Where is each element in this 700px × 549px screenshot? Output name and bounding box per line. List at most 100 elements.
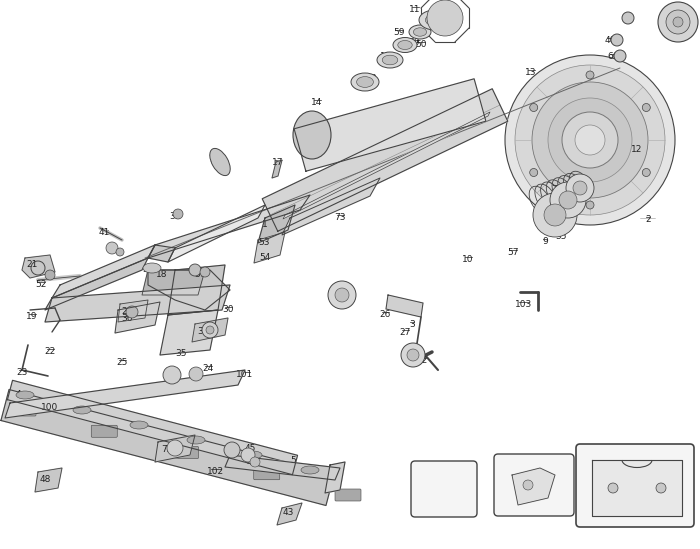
Polygon shape <box>512 468 555 505</box>
Circle shape <box>200 267 210 277</box>
Circle shape <box>523 480 533 490</box>
Circle shape <box>586 71 594 79</box>
Text: 14: 14 <box>312 98 323 107</box>
Circle shape <box>533 193 577 237</box>
Ellipse shape <box>143 263 161 273</box>
Circle shape <box>586 201 594 209</box>
Text: 15: 15 <box>380 52 392 61</box>
Circle shape <box>614 50 626 62</box>
Text: 51: 51 <box>142 265 154 274</box>
Polygon shape <box>592 460 682 516</box>
Text: 8: 8 <box>603 170 609 179</box>
Text: 59: 59 <box>393 28 405 37</box>
FancyBboxPatch shape <box>335 489 361 501</box>
Circle shape <box>106 242 118 254</box>
Polygon shape <box>277 503 302 525</box>
Circle shape <box>407 349 419 361</box>
Ellipse shape <box>301 466 319 474</box>
Polygon shape <box>258 205 295 243</box>
Circle shape <box>241 448 255 462</box>
Text: 5: 5 <box>290 456 296 465</box>
Polygon shape <box>8 380 298 475</box>
Ellipse shape <box>16 391 34 399</box>
Text: 49: 49 <box>246 458 258 467</box>
Text: 48: 48 <box>39 475 50 484</box>
Polygon shape <box>160 310 218 355</box>
Text: 21: 21 <box>27 260 38 269</box>
Text: 101: 101 <box>237 370 253 379</box>
Circle shape <box>224 442 240 458</box>
Ellipse shape <box>414 28 426 36</box>
Text: 35: 35 <box>175 349 187 358</box>
Circle shape <box>673 17 683 27</box>
Ellipse shape <box>356 77 373 87</box>
Polygon shape <box>155 435 195 462</box>
Polygon shape <box>283 112 490 219</box>
Ellipse shape <box>426 14 444 26</box>
FancyBboxPatch shape <box>576 444 694 527</box>
Text: 4: 4 <box>15 390 21 399</box>
Circle shape <box>643 104 650 111</box>
Text: 1: 1 <box>262 220 268 229</box>
Circle shape <box>328 281 356 309</box>
Circle shape <box>401 343 425 367</box>
Circle shape <box>335 288 349 302</box>
Circle shape <box>611 34 623 46</box>
Text: 102: 102 <box>207 467 225 476</box>
Text: 3: 3 <box>409 320 415 329</box>
Text: 100: 100 <box>41 403 59 412</box>
Ellipse shape <box>393 37 417 53</box>
FancyBboxPatch shape <box>172 446 199 458</box>
Text: 800: 800 <box>431 462 449 471</box>
Polygon shape <box>35 468 62 492</box>
Circle shape <box>505 55 675 225</box>
Text: 10: 10 <box>462 255 474 264</box>
Polygon shape <box>22 255 55 278</box>
Text: 57: 57 <box>508 248 519 257</box>
Polygon shape <box>272 160 282 178</box>
Text: 50: 50 <box>415 40 427 49</box>
Circle shape <box>189 264 201 276</box>
Text: 103: 103 <box>515 300 533 309</box>
Circle shape <box>250 457 260 467</box>
Circle shape <box>559 191 577 209</box>
Circle shape <box>566 174 594 202</box>
Text: 9: 9 <box>542 237 548 246</box>
Text: 16: 16 <box>303 130 315 139</box>
Polygon shape <box>142 270 205 295</box>
Text: 36: 36 <box>121 314 133 323</box>
Text: 39: 39 <box>678 10 690 19</box>
Ellipse shape <box>419 10 451 30</box>
Circle shape <box>45 270 55 280</box>
Text: 20: 20 <box>121 307 133 316</box>
FancyBboxPatch shape <box>253 468 280 480</box>
Text: 66: 66 <box>608 52 619 61</box>
Polygon shape <box>192 318 228 342</box>
Text: 13: 13 <box>525 68 537 77</box>
Text: 23: 23 <box>16 368 28 377</box>
Ellipse shape <box>398 41 412 49</box>
Text: 42: 42 <box>416 356 428 365</box>
Circle shape <box>167 440 183 456</box>
Circle shape <box>658 2 698 42</box>
Circle shape <box>608 483 618 493</box>
Text: 40: 40 <box>604 36 616 45</box>
Text: 75: 75 <box>190 372 202 381</box>
Ellipse shape <box>293 111 331 159</box>
Text: 74: 74 <box>209 155 220 164</box>
Polygon shape <box>386 295 423 317</box>
Ellipse shape <box>210 148 230 176</box>
Circle shape <box>116 248 124 256</box>
Circle shape <box>622 12 634 24</box>
FancyBboxPatch shape <box>494 454 574 516</box>
Circle shape <box>189 367 203 381</box>
Polygon shape <box>118 300 148 322</box>
Text: 11: 11 <box>410 5 421 14</box>
Polygon shape <box>148 245 175 262</box>
Polygon shape <box>254 232 285 263</box>
Text: 38: 38 <box>169 212 181 221</box>
Polygon shape <box>225 455 340 480</box>
Text: 30: 30 <box>223 305 234 314</box>
FancyBboxPatch shape <box>10 404 36 416</box>
Text: 25: 25 <box>116 358 127 367</box>
